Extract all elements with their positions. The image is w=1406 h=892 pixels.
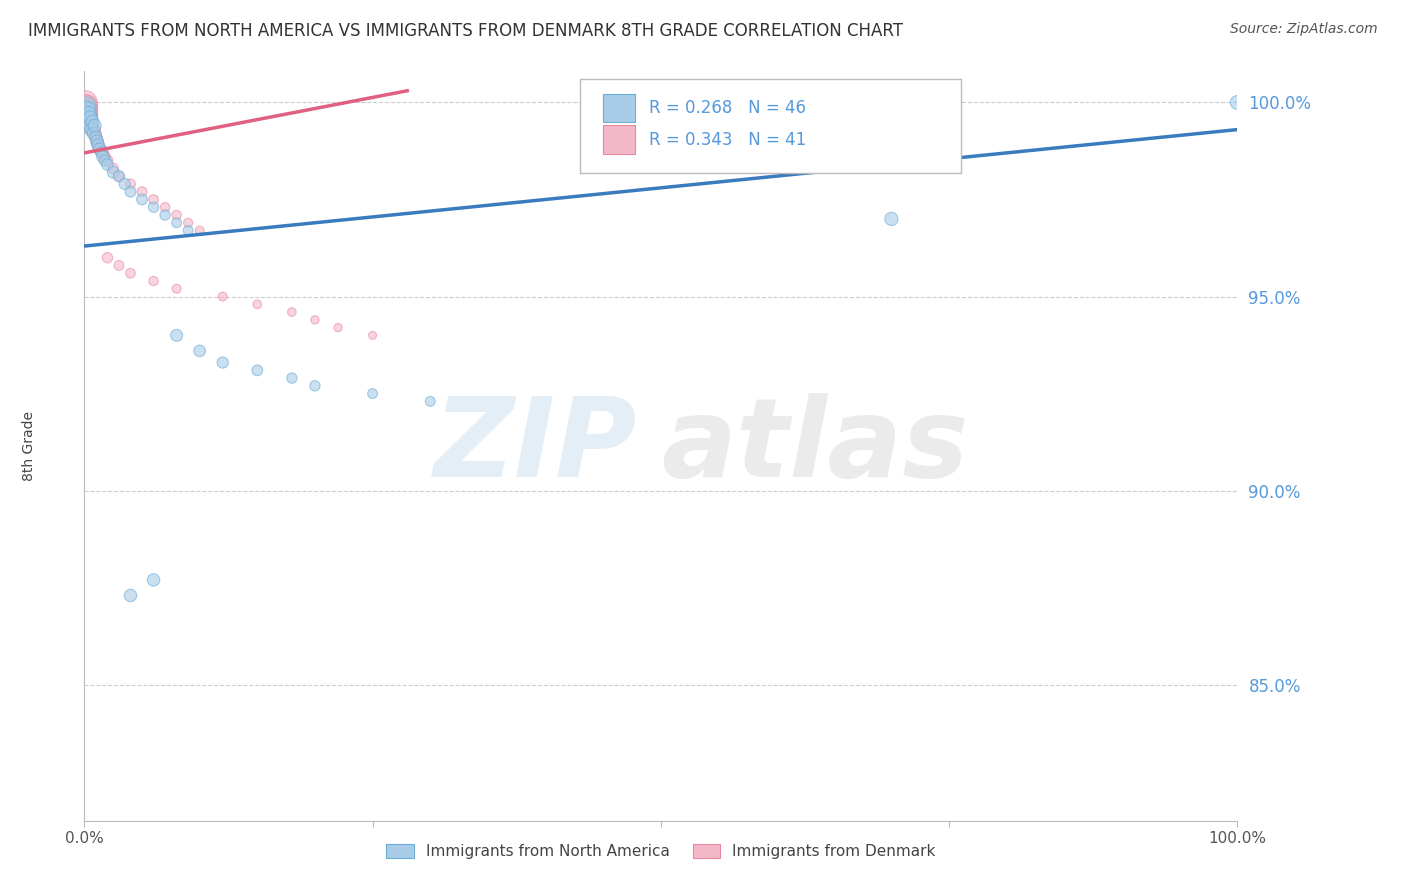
Point bbox=[77, 111, 100, 125]
Text: IMMIGRANTS FROM NORTH AMERICA VS IMMIGRANTS FROM DENMARK 8TH GRADE CORRELATION C: IMMIGRANTS FROM NORTH AMERICA VS IMMIGRA… bbox=[28, 22, 903, 40]
Point bbox=[304, 313, 326, 327]
Point bbox=[361, 386, 384, 401]
Point bbox=[86, 134, 108, 148]
Point bbox=[89, 142, 111, 156]
Point bbox=[83, 122, 105, 136]
Point bbox=[76, 111, 98, 125]
Point bbox=[120, 185, 142, 199]
Point bbox=[82, 115, 104, 129]
Point bbox=[103, 165, 124, 179]
Point bbox=[153, 208, 176, 222]
Point bbox=[75, 103, 97, 118]
Point bbox=[142, 200, 165, 214]
Point bbox=[246, 297, 269, 311]
Point bbox=[103, 161, 124, 176]
Point bbox=[108, 259, 131, 273]
Point bbox=[108, 169, 131, 184]
Point bbox=[131, 193, 153, 207]
Point bbox=[86, 134, 108, 148]
Point bbox=[76, 103, 98, 118]
Point bbox=[76, 107, 98, 121]
Point bbox=[211, 355, 233, 369]
Point bbox=[131, 185, 153, 199]
Point bbox=[75, 95, 97, 110]
Point bbox=[79, 111, 101, 125]
Point bbox=[94, 153, 117, 168]
Point bbox=[76, 103, 98, 118]
Point bbox=[211, 289, 233, 303]
Point bbox=[83, 127, 105, 141]
Point bbox=[114, 177, 136, 191]
Point bbox=[79, 111, 101, 125]
Point bbox=[281, 305, 304, 319]
Point bbox=[96, 153, 118, 168]
FancyBboxPatch shape bbox=[581, 78, 960, 172]
Point bbox=[77, 107, 100, 121]
Point bbox=[79, 119, 101, 133]
Text: R = 0.343   N = 41: R = 0.343 N = 41 bbox=[650, 130, 807, 149]
Point bbox=[77, 115, 100, 129]
Point bbox=[108, 169, 131, 184]
Point bbox=[94, 150, 117, 164]
Point bbox=[1226, 95, 1249, 110]
Point bbox=[87, 138, 110, 153]
Bar bbox=[603, 94, 636, 122]
Point bbox=[76, 103, 98, 118]
Point bbox=[90, 145, 112, 160]
Point bbox=[166, 208, 188, 222]
Text: Source: ZipAtlas.com: Source: ZipAtlas.com bbox=[1230, 22, 1378, 37]
Text: atlas: atlas bbox=[661, 392, 969, 500]
Text: ZIP: ZIP bbox=[434, 392, 638, 500]
Point bbox=[87, 138, 110, 153]
Point bbox=[79, 115, 101, 129]
Point bbox=[75, 99, 97, 113]
Point bbox=[166, 328, 188, 343]
Point bbox=[83, 127, 105, 141]
Y-axis label: 8th Grade: 8th Grade bbox=[21, 411, 35, 481]
Point bbox=[80, 122, 103, 136]
Point bbox=[96, 251, 118, 265]
Point bbox=[76, 107, 98, 121]
Point bbox=[84, 130, 107, 145]
Bar bbox=[603, 125, 636, 153]
Point bbox=[89, 142, 111, 156]
Point bbox=[361, 328, 384, 343]
Point bbox=[120, 589, 142, 603]
Point bbox=[91, 145, 114, 160]
Point bbox=[188, 223, 211, 237]
Point bbox=[142, 573, 165, 587]
Point bbox=[419, 394, 441, 409]
Point bbox=[246, 363, 269, 377]
Point bbox=[84, 130, 107, 145]
Point bbox=[120, 266, 142, 280]
Point bbox=[91, 150, 114, 164]
Point bbox=[188, 343, 211, 358]
Point bbox=[326, 320, 349, 334]
Point bbox=[76, 99, 98, 113]
Point bbox=[80, 119, 103, 133]
Point bbox=[77, 107, 100, 121]
Point bbox=[166, 282, 188, 296]
Point bbox=[281, 371, 304, 385]
Point bbox=[304, 379, 326, 393]
Point bbox=[142, 193, 165, 207]
Point bbox=[142, 274, 165, 288]
Point bbox=[153, 200, 176, 214]
Point bbox=[880, 211, 903, 226]
Point bbox=[166, 216, 188, 230]
Point bbox=[177, 216, 200, 230]
Point bbox=[96, 157, 118, 171]
Point bbox=[76, 99, 98, 113]
Legend: Immigrants from North America, Immigrants from Denmark: Immigrants from North America, Immigrant… bbox=[380, 838, 942, 865]
Point bbox=[177, 223, 200, 237]
Text: R = 0.268   N = 46: R = 0.268 N = 46 bbox=[650, 99, 806, 117]
Point bbox=[120, 177, 142, 191]
Point bbox=[82, 122, 104, 136]
Point bbox=[83, 119, 105, 133]
